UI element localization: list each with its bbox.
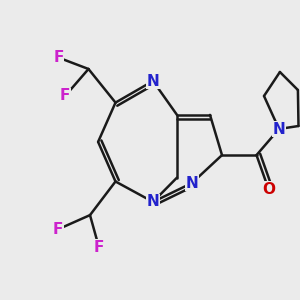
Text: F: F	[94, 240, 104, 255]
Text: F: F	[52, 222, 63, 237]
Text: N: N	[147, 194, 159, 209]
Text: F: F	[60, 88, 70, 104]
Text: O: O	[262, 182, 275, 196]
Text: F: F	[53, 50, 64, 65]
Text: N: N	[147, 74, 159, 88]
Text: N: N	[273, 122, 285, 136]
Text: N: N	[186, 176, 198, 190]
